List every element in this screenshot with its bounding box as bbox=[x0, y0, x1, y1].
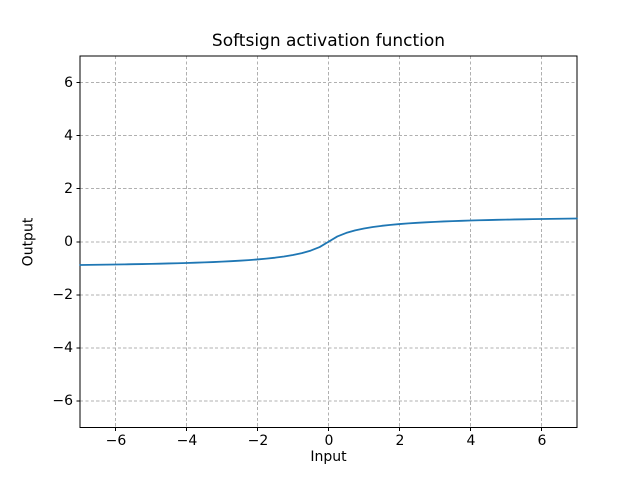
x-axis-label: Input bbox=[310, 449, 347, 465]
x-tick-label: 0 bbox=[324, 433, 334, 449]
data-line bbox=[79, 217, 578, 266]
tick-marks bbox=[76, 82, 542, 431]
chart-title: Softsign activation function bbox=[211, 31, 446, 51]
x-tick-label: −2 bbox=[247, 433, 269, 449]
y-tick-label: −6 bbox=[52, 393, 73, 409]
x-tick-label: 4 bbox=[466, 433, 476, 449]
axes-frame bbox=[79, 55, 578, 428]
y-axis-label: Output bbox=[20, 217, 37, 267]
y-tick-label: 0 bbox=[64, 234, 73, 250]
x-tick-label: 2 bbox=[395, 433, 405, 449]
y-tick-label: −2 bbox=[52, 287, 73, 303]
x-tick-label: −4 bbox=[176, 433, 198, 449]
y-tick-label: 4 bbox=[64, 128, 73, 144]
grid bbox=[80, 56, 577, 428]
y-tick-label: 6 bbox=[64, 75, 73, 91]
x-tick-label: −6 bbox=[105, 433, 127, 449]
y-tick-label: −4 bbox=[52, 340, 73, 356]
y-tick-label: 2 bbox=[64, 181, 73, 197]
x-tick-label: 6 bbox=[537, 433, 547, 449]
